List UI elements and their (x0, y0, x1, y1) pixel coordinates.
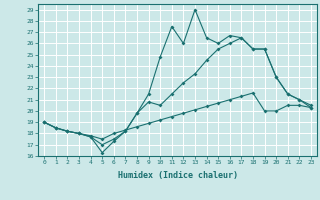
X-axis label: Humidex (Indice chaleur): Humidex (Indice chaleur) (118, 171, 238, 180)
